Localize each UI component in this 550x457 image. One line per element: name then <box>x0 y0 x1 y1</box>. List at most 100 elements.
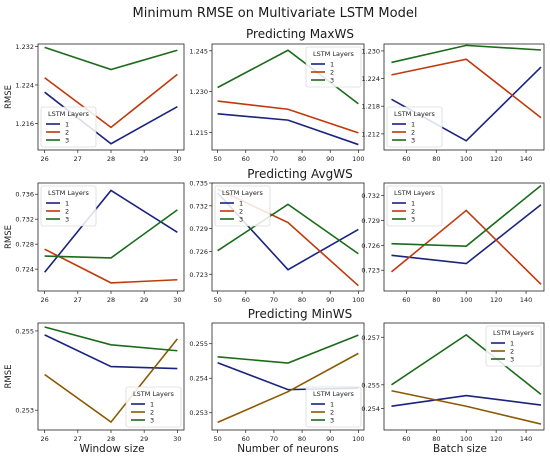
x-tick-label: 60 <box>402 296 410 304</box>
y-tick-label: 0.726 <box>189 248 208 256</box>
row-title-2: Predicting AvgWS <box>247 167 352 181</box>
legend-box <box>40 185 97 227</box>
series-line-1 <box>391 203 542 265</box>
x-tick-label: 100 <box>352 435 364 443</box>
legend-label-1: 1 <box>411 199 415 207</box>
series-line-3 <box>217 334 359 364</box>
legend-label-1: 1 <box>411 120 415 128</box>
legend-label-3: 3 <box>330 416 334 424</box>
legend-box <box>305 386 362 428</box>
y-tick-label: 0.257 <box>361 334 380 342</box>
x-tick-label: 29 <box>140 296 148 304</box>
y-tick-label: 0.723 <box>361 267 380 275</box>
legend-label-1: 1 <box>330 60 334 68</box>
y-tick-label: 1.215 <box>189 129 208 137</box>
legend-title: LSTM Layers <box>313 50 355 58</box>
series-line-1 <box>44 334 178 370</box>
legend-title: LSTM Layers <box>394 110 436 118</box>
x-tick-label: 28 <box>107 296 115 304</box>
legend: LSTM Layers 123 <box>305 46 362 88</box>
legend-label-1: 1 <box>65 120 69 128</box>
legend-label-2: 2 <box>150 408 154 416</box>
legend-box <box>386 185 443 227</box>
x-tick-label: 140 <box>520 435 532 443</box>
legend-label-1: 1 <box>510 339 514 347</box>
legend-label-2: 2 <box>65 207 69 215</box>
series-line-1 <box>217 361 359 391</box>
x-tick-label: 60 <box>242 435 250 443</box>
y-tick-label: 0.732 <box>361 192 380 200</box>
x-tick-label: 120 <box>490 155 502 163</box>
legend-label-2: 2 <box>411 207 415 215</box>
y-tick-label: 1.218 <box>361 103 380 111</box>
legend-title: LSTM Layers <box>493 329 535 337</box>
x-tick-label: 100 <box>352 155 364 163</box>
legend-label-3: 3 <box>411 215 415 223</box>
x-tick-label: 27 <box>74 435 82 443</box>
legend: LSTM Layers 123 <box>40 185 97 227</box>
legend-label-1: 1 <box>150 400 154 408</box>
y-tick-label: 1.230 <box>189 88 208 96</box>
y-tick-label: 0.723 <box>189 271 208 279</box>
panel-r2-c3: 0.723 0.726 0.729 0.732 60 80 100 120 140 LSTM La… <box>361 182 545 304</box>
plot-frame <box>211 43 365 151</box>
legend-title: LSTM Layers <box>48 110 90 118</box>
figure-title: Minimum RMSE on Multivariate LSTM Model <box>133 6 418 21</box>
x-tick-label: 28 <box>107 435 115 443</box>
legend-label-1: 1 <box>330 400 334 408</box>
legend-label-3: 3 <box>239 215 243 223</box>
plot-frame <box>211 182 365 292</box>
x-tick-label: 27 <box>74 296 82 304</box>
legend: LSTM Layers 123 <box>40 106 97 148</box>
y-axis-label: RMSE <box>4 225 14 249</box>
legend-box <box>485 325 542 367</box>
legend-title: LSTM Layers <box>133 390 175 398</box>
x-tick-label: 30 <box>173 435 181 443</box>
series-line-2 <box>391 58 542 119</box>
x-tick-label: 50 <box>213 155 221 163</box>
series-line-2 <box>44 338 178 424</box>
y-tick-label: 0.254 <box>189 375 208 383</box>
legend-label-1: 1 <box>65 199 69 207</box>
legend-box <box>40 106 97 148</box>
y-tick-label: 0.732 <box>15 216 34 224</box>
legend-label-2: 2 <box>239 207 243 215</box>
x-tick-label: 100 <box>460 435 472 443</box>
panel-r3-c2: 0.253 0.254 0.255 50 60 70 80 90 100 LSTM Layers 1… <box>189 322 365 443</box>
y-tick-label: 0.732 <box>189 202 208 210</box>
legend-box <box>386 106 443 148</box>
series-line-1 <box>217 113 359 146</box>
x-tick-label: 120 <box>490 435 502 443</box>
legend-title: LSTM Layers <box>394 189 436 197</box>
x-tick-label: 50 <box>213 435 221 443</box>
y-tick-label: 1.216 <box>15 120 34 128</box>
panels-group: 1.216 1.224 1.232 26 27 28 29 30 RMSE LSTM Layers… <box>4 43 545 443</box>
plot-frame <box>383 43 545 151</box>
x-tick-label: 80 <box>298 435 306 443</box>
series-line-3 <box>391 333 542 395</box>
legend: LSTM Layers 123 <box>214 185 271 227</box>
x-tick-label: 30 <box>173 296 181 304</box>
row-title-3: Predicting MinWS <box>248 307 352 321</box>
y-axis-label: RMSE <box>4 364 14 388</box>
panel-r1-c2: 1.215 1.230 1.245 50 60 70 80 90 100 LSTM Layers 1… <box>189 43 365 163</box>
legend-label-2: 2 <box>510 347 514 355</box>
y-tick-label: 0.729 <box>189 225 208 233</box>
legend: LSTM Layers 123 <box>125 386 182 428</box>
x-tick-label: 26 <box>40 155 48 163</box>
series-line-2 <box>390 209 542 285</box>
x-tick-label: 90 <box>326 435 334 443</box>
plot-frame <box>211 322 365 431</box>
y-tick-label: 0.728 <box>15 241 34 249</box>
panel-r1-c3: 1.212 1.218 1.224 1.230 60 80 100 120 140 LSTM La… <box>361 43 545 163</box>
x-tick-label: 70 <box>270 155 278 163</box>
x-tick-label: 140 <box>520 296 532 304</box>
y-tick-label: 0.729 <box>361 217 380 225</box>
x-axis-label-neurons: Number of neurons <box>237 443 338 455</box>
series-line-3 <box>217 203 359 255</box>
y-tick-label: 0.726 <box>361 242 380 250</box>
row-title-1: Predicting MaxWS <box>246 27 354 41</box>
x-axis-label-batch: Batch size <box>433 443 487 455</box>
series-line-2 <box>44 248 178 284</box>
x-tick-label: 90 <box>326 155 334 163</box>
